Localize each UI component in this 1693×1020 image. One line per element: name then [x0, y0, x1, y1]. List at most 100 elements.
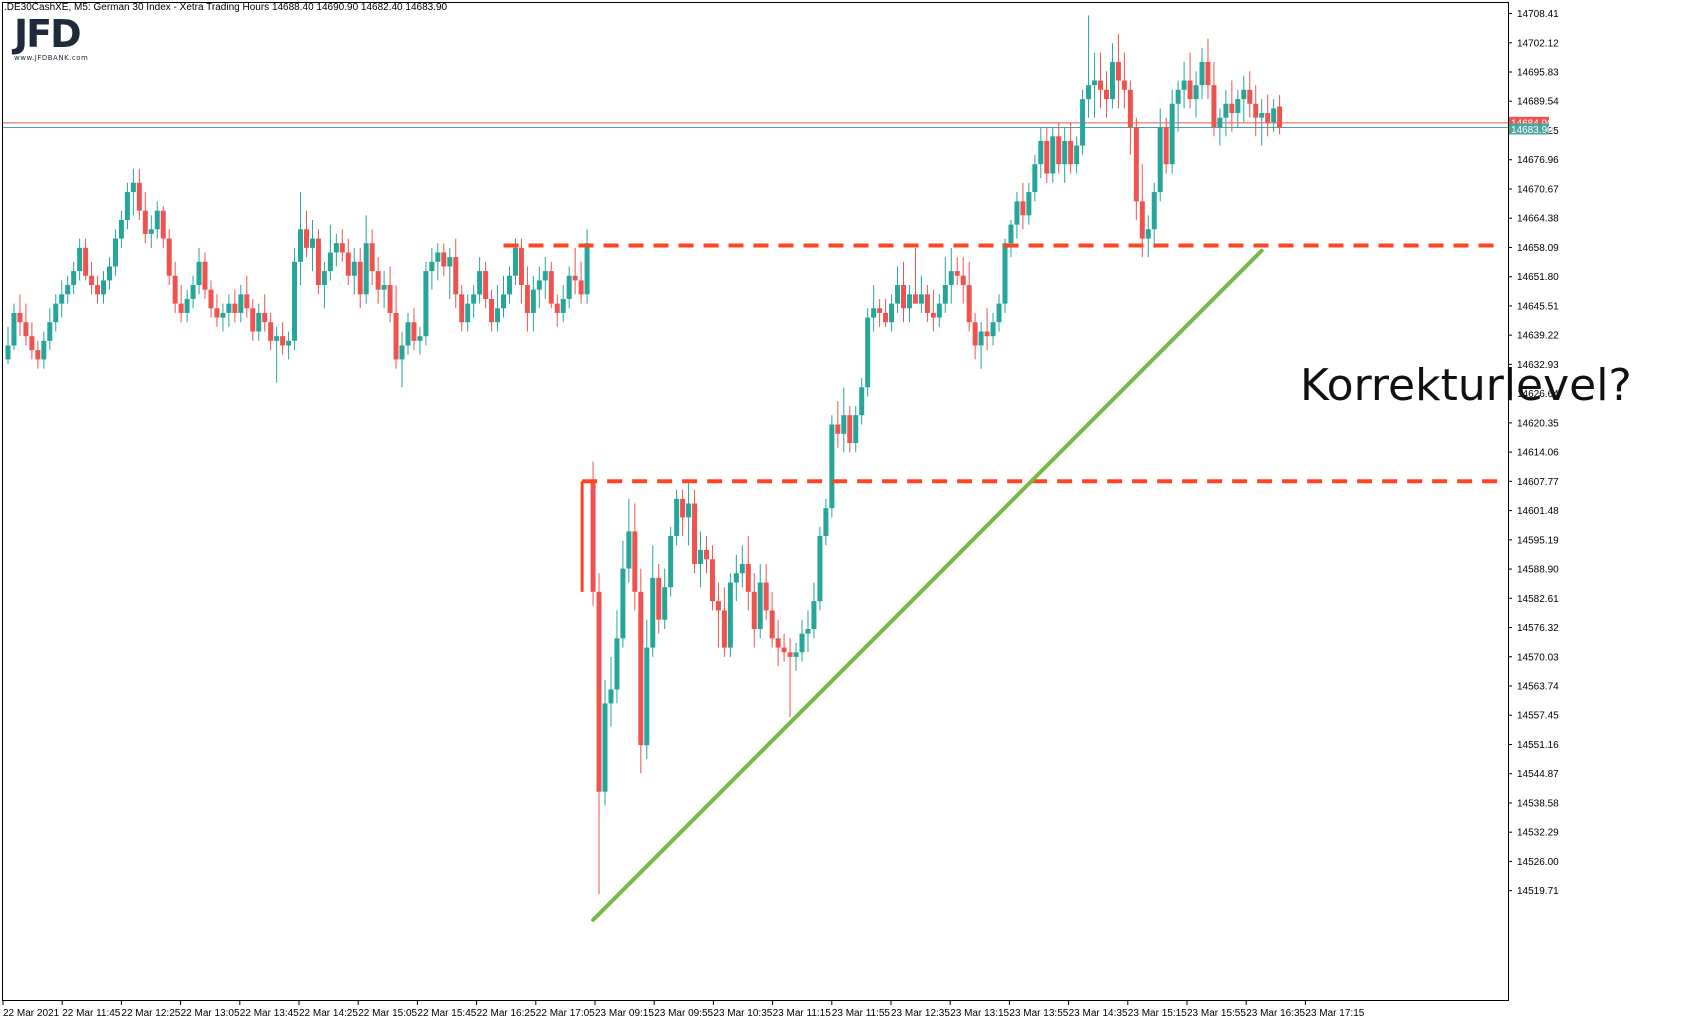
- candle-body: [751, 591, 757, 630]
- candle-body: [77, 247, 83, 272]
- candle-body: [578, 280, 584, 295]
- candle-body: [1139, 201, 1145, 239]
- candle-body: [1223, 103, 1229, 118]
- candle-body: [5, 345, 11, 360]
- y-tick-label: 14582.61: [1517, 594, 1559, 605]
- candle-body: [512, 247, 518, 276]
- y-tick-label: 14519.71: [1517, 886, 1559, 897]
- candle-body: [1163, 126, 1169, 165]
- candle-body: [811, 601, 817, 630]
- candle-body: [41, 340, 47, 360]
- candle-body: [101, 280, 107, 295]
- candle-body: [901, 285, 906, 309]
- candle-body: [118, 219, 124, 239]
- candle-body: [584, 243, 590, 295]
- x-tick-label: 22 Mar 12:25: [121, 1008, 180, 1019]
- candle-body: [274, 336, 280, 341]
- y-tick-label: 14595.19: [1517, 535, 1559, 546]
- candle-body: [775, 638, 781, 648]
- candle-body: [709, 559, 715, 602]
- ask-price-tag: [1509, 123, 1549, 135]
- candle-body: [698, 549, 704, 564]
- candle-body: [11, 312, 17, 346]
- candle-body: [978, 331, 984, 346]
- candle-body: [918, 294, 924, 304]
- candle-body: [1271, 108, 1277, 123]
- candle-body: [596, 591, 602, 792]
- candle-body: [865, 317, 871, 388]
- candle-body: [823, 508, 829, 537]
- candle-body: [130, 182, 136, 193]
- candle-body: [554, 303, 560, 313]
- candle-body: [703, 549, 709, 560]
- candle-body: [757, 582, 763, 630]
- candle-body: [190, 285, 196, 299]
- candle-body: [280, 336, 286, 346]
- candle-body: [620, 568, 626, 639]
- candle-body: [1151, 192, 1157, 230]
- candle-body: [984, 331, 990, 337]
- x-tick-label: 23 Mar 13:55: [1009, 1008, 1068, 1019]
- candle-body: [262, 312, 268, 323]
- y-tick-label: 14601.48: [1517, 506, 1559, 517]
- candle-body: [375, 271, 381, 290]
- candle-body: [692, 503, 698, 564]
- candle-body: [71, 271, 77, 286]
- candle-body: [1205, 61, 1211, 86]
- candle-body: [680, 498, 686, 518]
- y-tick-label: 14639.22: [1517, 331, 1559, 342]
- candle-body: [483, 271, 489, 299]
- candle-body: [417, 336, 423, 341]
- candle-body: [1175, 89, 1181, 104]
- candle-body: [966, 285, 972, 323]
- candle-body: [345, 252, 351, 276]
- x-axis: 22 Mar 2021 22 Mar 11:45 22 Mar 12:25 22 Ma…: [2, 1001, 1365, 1019]
- candle-body: [429, 261, 435, 272]
- candle-body: [256, 312, 262, 332]
- candle-body: [286, 340, 292, 346]
- candle-body: [614, 638, 620, 690]
- candle-body: [1020, 201, 1026, 216]
- candle-body: [871, 308, 877, 318]
- logo-wordmark: JFD: [14, 12, 82, 56]
- chart-header: .DE30CashXE, M5: German 30 Index - Xetra…: [4, 2, 448, 13]
- candle-body: [405, 322, 411, 346]
- candle-body: [244, 294, 250, 309]
- candle-body: [506, 275, 512, 295]
- candle-body: [411, 322, 417, 341]
- candle-body: [1253, 103, 1259, 118]
- uptrend-line: [591, 248, 1264, 922]
- candle-body: [996, 303, 1002, 323]
- y-tick-label: 14614.06: [1517, 448, 1559, 459]
- candle-body: [686, 503, 692, 518]
- candle-body: [930, 312, 936, 318]
- candle-body: [1259, 113, 1265, 118]
- candle-body: [489, 298, 495, 323]
- candles-layer: [5, 15, 1283, 894]
- candle-body: [214, 308, 220, 318]
- candle-body: [799, 633, 805, 653]
- candle-body: [644, 647, 650, 746]
- candle-body: [889, 303, 895, 323]
- candle-body: [1217, 117, 1223, 127]
- x-tick-label: 22 Mar 14:25: [299, 1008, 358, 1019]
- candle-body: [960, 275, 966, 286]
- candle-body: [656, 577, 662, 620]
- candle-body: [1229, 103, 1235, 114]
- y-tick-label: 14570.03: [1517, 652, 1559, 663]
- candle-body: [895, 285, 901, 304]
- candle-body: [298, 229, 304, 262]
- candle-body: [1032, 164, 1038, 193]
- candle-body: [1056, 136, 1062, 165]
- candle-body: [1241, 89, 1247, 100]
- candle-body: [1277, 106, 1283, 128]
- candle-body: [1199, 61, 1205, 86]
- candle-body: [202, 261, 208, 290]
- candle-body: [459, 294, 465, 323]
- x-tick-label: 23 Mar 14:35: [1069, 1008, 1128, 1019]
- candle-body: [65, 285, 71, 295]
- candle-body: [638, 591, 644, 746]
- candle-body: [423, 271, 429, 337]
- candle-body: [327, 252, 333, 272]
